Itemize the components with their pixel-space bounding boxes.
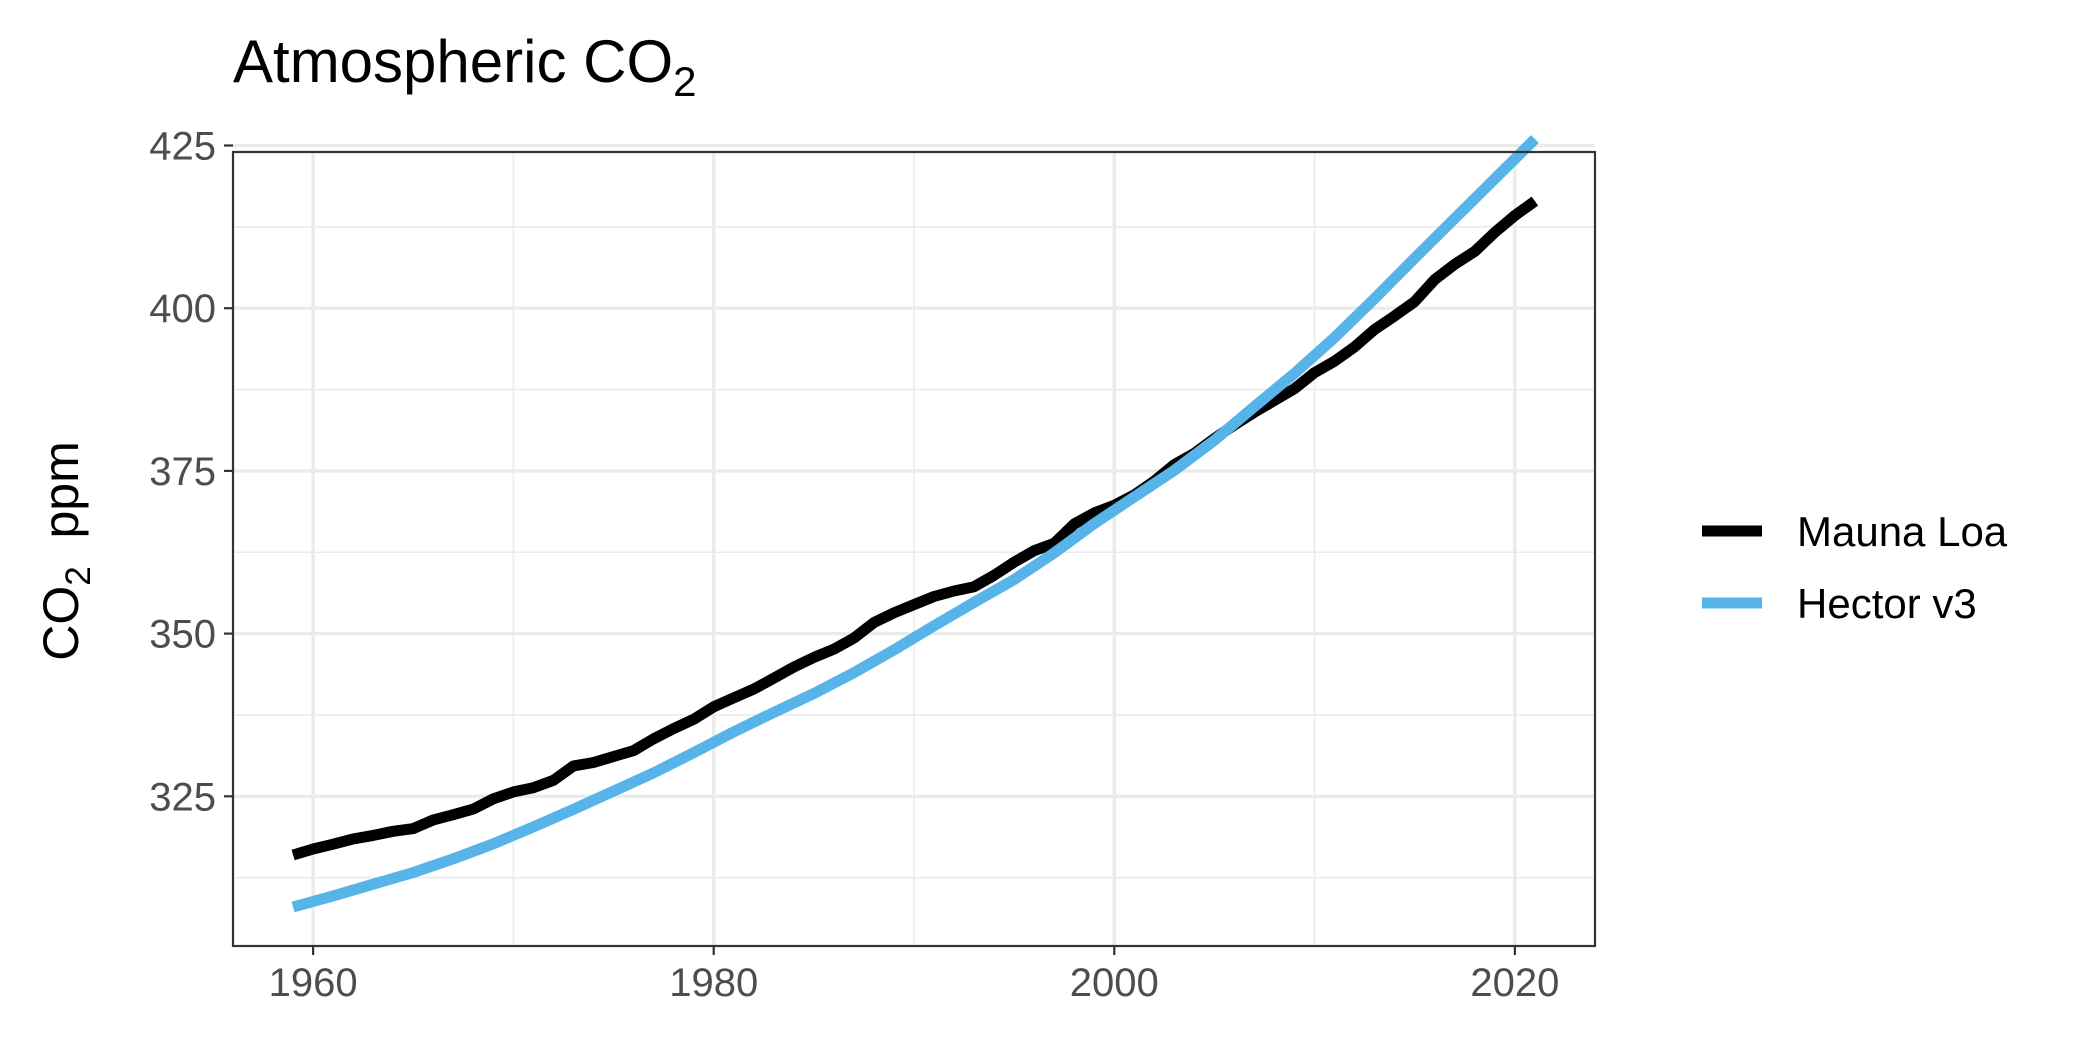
- y-tick-label: 425: [149, 124, 216, 168]
- x-tick-label: 2020: [1470, 961, 1559, 1005]
- series-lines: [291, 135, 1539, 913]
- x-tick-label: 1980: [669, 961, 758, 1005]
- legend-label-mauna-loa: Mauna Loa: [1797, 508, 2008, 555]
- y-tick-label: 325: [149, 775, 216, 819]
- legend-label-hector-v3: Hector v3: [1797, 580, 1977, 627]
- y-tick-label: 400: [149, 287, 216, 331]
- axes: 1960 1980 2000 2020 325 350 375 400 425: [149, 124, 1559, 1005]
- grid-lines: [233, 143, 1595, 946]
- y-tick-label: 375: [149, 450, 216, 494]
- series-line-hector-v3: [291, 135, 1539, 913]
- x-tick-label: 2000: [1070, 961, 1159, 1005]
- y-tick-label: 350: [149, 613, 216, 657]
- legend: Mauna Loa Hector v3: [1702, 508, 2008, 627]
- series-line-mauna-loa: [291, 196, 1539, 861]
- x-tick-label: 1960: [269, 961, 358, 1005]
- plot-panel-border: [231, 150, 1597, 948]
- chart-title: Atmospheric CO2: [233, 28, 697, 105]
- y-axis-label: CO2 ppm: [33, 441, 98, 661]
